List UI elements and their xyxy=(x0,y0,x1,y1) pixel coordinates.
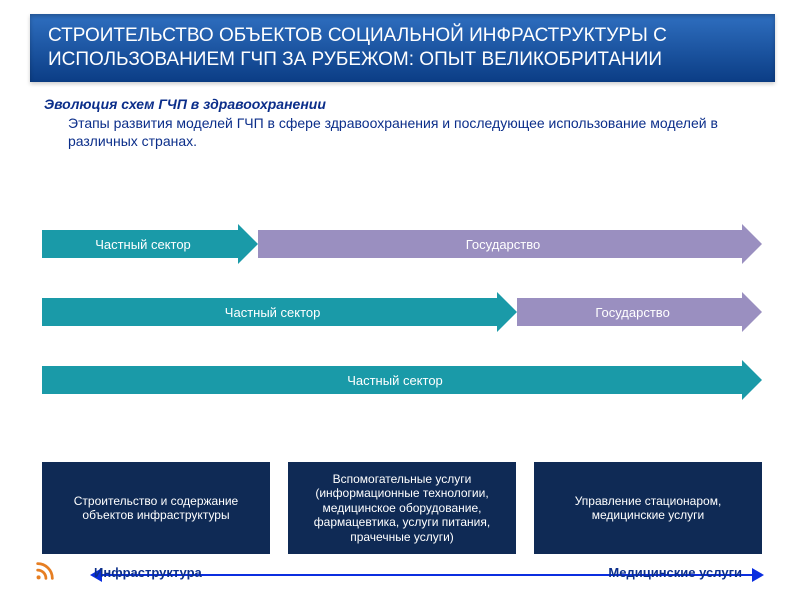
rss-icon xyxy=(34,560,56,582)
scale-arrow-right-icon xyxy=(752,568,764,582)
category-boxes: Строительство и содержание объектов инфр… xyxy=(42,462,762,554)
chart-row: Частный сектор Государство xyxy=(42,292,762,332)
scale-axis: Инфраструктура Медицинские услуги xyxy=(42,562,762,592)
subtitle: Эволюция схем ГЧП в здравоохранении xyxy=(44,96,767,112)
scale-left-label: Инфраструктура xyxy=(94,565,202,580)
arrow-head-icon xyxy=(497,292,517,332)
body-text: Этапы развития моделей ГЧП в сфере здрав… xyxy=(68,114,745,150)
arrow-head-icon xyxy=(742,224,762,264)
info-box: Строительство и содержание объектов инфр… xyxy=(42,462,270,554)
arrow-label: Частный сектор xyxy=(225,305,335,320)
arrow-segment: Государство xyxy=(517,292,762,332)
scale-right-label: Медицинские услуги xyxy=(608,565,742,580)
arrow-label: Государство xyxy=(466,237,554,252)
arrow-segment: Частный сектор xyxy=(42,292,517,332)
arrow-head-icon xyxy=(742,360,762,400)
title-text: СТРОИТЕЛЬСТВО ОБЪЕКТОВ СОЦИАЛЬНОЙ ИНФРАС… xyxy=(48,25,667,70)
chart-row: Частный сектор xyxy=(42,360,762,400)
evolution-chart: Частный сектор Государство Частный сектор Г… xyxy=(42,224,762,454)
arrow-head-icon xyxy=(238,224,258,264)
arrow-label: Частный сектор xyxy=(95,237,205,252)
info-box: Вспомогательные услуги (информационные т… xyxy=(288,462,516,554)
chart-row: Частный сектор Государство xyxy=(42,224,762,264)
arrow-segment: Частный сектор xyxy=(42,360,762,400)
arrow-segment: Государство xyxy=(258,224,762,264)
arrow-label: Государство xyxy=(595,305,683,320)
arrow-segment: Частный сектор xyxy=(42,224,258,264)
arrow-label: Частный сектор xyxy=(347,373,457,388)
slide: СТРОИТЕЛЬСТВО ОБЪЕКТОВ СОЦИАЛЬНОЙ ИНФРАС… xyxy=(30,14,775,584)
title-bar: СТРОИТЕЛЬСТВО ОБЪЕКТОВ СОЦИАЛЬНОЙ ИНФРАС… xyxy=(30,14,775,82)
arrow-head-icon xyxy=(742,292,762,332)
info-box: Управление стационаром, медицинские услу… xyxy=(534,462,762,554)
